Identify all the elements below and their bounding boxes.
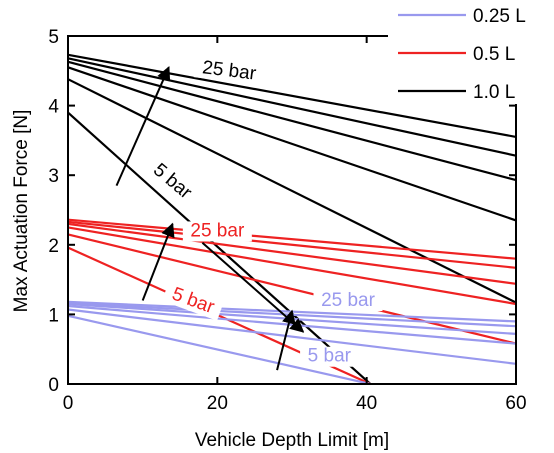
annotation-label-group: 5 bar (300, 346, 359, 367)
series-line-2 (67, 60, 517, 182)
x-axis-label: Vehicle Depth Limit [m] (195, 430, 389, 451)
legend-label: 1.0 L (473, 82, 515, 103)
series-line-1 (67, 57, 517, 157)
series-line-16 (67, 308, 517, 365)
series-line-10 (67, 233, 517, 345)
annotation-label-bg (143, 155, 201, 209)
x-tick-label: 0 (63, 393, 74, 414)
series-line-4 (67, 78, 517, 304)
y-tick-label: 4 (48, 97, 59, 118)
series-line-3 (67, 66, 517, 222)
annotation-arrow (276, 309, 296, 371)
annotation-label-group: 25 bar (313, 290, 383, 312)
legend-label: 0.25 L (473, 6, 526, 27)
plot-frame (67, 35, 517, 385)
y-tick-label: 2 (48, 236, 59, 257)
series-line-7 (67, 220, 517, 269)
axes: 0 20 40 60 0 1 2 3 4 5 (48, 27, 526, 414)
annotation-label-group: 25 bar (193, 57, 265, 86)
annotation-label: 25 bar (321, 290, 376, 311)
x-tick-label: 20 (207, 393, 228, 414)
series-line-5 (67, 111, 372, 385)
y-tick-label: 0 (48, 375, 59, 396)
annotation-label-bg (313, 291, 383, 312)
annotation-label-bg (300, 346, 359, 367)
annotation-label-group: 5 bar (143, 155, 201, 209)
legend: 0.25 L 0.5 L 1.0 L (388, 0, 554, 104)
series-line-17 (67, 314, 371, 386)
x-tick-label: 40 (356, 393, 377, 414)
annotation-label-group: 25 bar (182, 220, 252, 242)
y-tick-label: 1 (48, 305, 59, 326)
annotation-label-bg (162, 281, 224, 321)
annotation-arrow (115, 66, 171, 187)
y-tick-label: 3 (48, 166, 59, 187)
annotation-label: 25 bar (190, 220, 245, 241)
series-line-8 (67, 222, 517, 285)
legend-label: 0.5 L (473, 44, 515, 65)
annotation-label: 5 bar (308, 346, 352, 367)
x-tick-label: 60 (505, 393, 526, 414)
series-line-0 (67, 53, 517, 138)
y-tick-label: 5 (48, 27, 59, 48)
y-axis-label: Max Actuation Force [N] (11, 110, 32, 313)
series-line-9 (67, 226, 517, 306)
series-lines (67, 53, 517, 386)
series-line-6 (67, 218, 517, 260)
annotation-label-bg (182, 221, 252, 242)
annotation-label-bg (193, 57, 265, 86)
annotation-arrow (141, 222, 175, 301)
